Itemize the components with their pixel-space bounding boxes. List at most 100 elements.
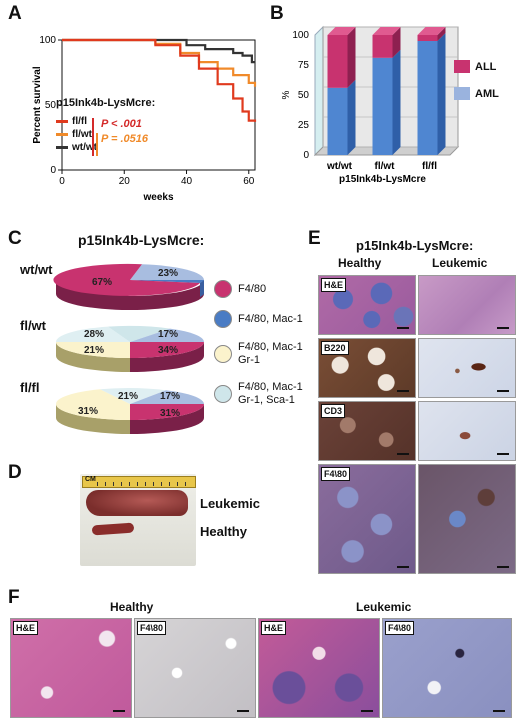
pie-wtwt-side-pink2 xyxy=(130,280,204,310)
pie-label-wtwt: wt/wt xyxy=(20,262,53,277)
pie-legend-label-f480: F4/80 xyxy=(238,283,267,295)
pie-legend-swatch-mac1 xyxy=(214,310,232,328)
y-tick-label: 0 xyxy=(50,165,56,176)
survival-line-flwt xyxy=(62,38,257,87)
pie-legend-label-sca1: F4/80, Mac-1 Gr-1, Sca-1 xyxy=(238,381,303,407)
pie-flwt-slice-28b xyxy=(108,325,170,342)
p-value-1: P < .001 xyxy=(101,118,142,130)
pie-wtwt-text-23: 23% xyxy=(158,268,178,279)
liver-tag-f480-leukemic: F4\80 xyxy=(385,621,415,635)
healthy-label: Healthy xyxy=(200,524,247,539)
scale-bar xyxy=(497,327,509,329)
pie-section-title: p15Ink4b-LysMcre: xyxy=(78,232,205,248)
p-bracket-1 xyxy=(92,118,94,156)
liver-leukemic-f480: F4\80 xyxy=(382,618,512,718)
pie-flfl-slice-21 xyxy=(100,388,166,404)
y-tick-label: 100 xyxy=(39,35,56,46)
leukemia-type-chart: 0 25 50 75 100% wt/wt fl/wt fl/fl p15Ink4b-LysMc… xyxy=(281,25,460,185)
bar-legend: ALL AML xyxy=(454,60,499,100)
panel-letter-a: A xyxy=(8,3,22,24)
liver-healthy-label: Healthy xyxy=(110,600,154,614)
panel-letter-d: D xyxy=(8,462,22,483)
legend-label-wtwt: wt/wt xyxy=(72,142,97,153)
panel-letter-e: E xyxy=(308,228,321,249)
bar-chart-axes: 0 25 50 75 100% wt/wt fl/wt fl/fl p15Ink4b-LysMc… xyxy=(281,30,437,185)
legend-label-flwt: fl/wt xyxy=(72,129,92,140)
pie-legend-label-gr1-line1: F4/80, Mac-1 xyxy=(238,341,303,353)
scale-bar xyxy=(497,390,509,392)
bar-all-2 xyxy=(417,35,438,41)
pie-flfl-text-17: 17% xyxy=(160,391,180,402)
histology-tag-he: H&E xyxy=(321,278,347,292)
pie-flfl-text-31a: 31% xyxy=(78,406,98,417)
bar-aml-side-0 xyxy=(347,79,356,155)
x-tick-label: fl/wt xyxy=(375,161,396,172)
liver-tag-f480-healthy: F4\80 xyxy=(137,621,167,635)
scale-bar xyxy=(397,390,409,392)
pie-wtwt-side-blue xyxy=(200,280,204,297)
histology-col-healthy: Healthy xyxy=(338,256,382,270)
pie-wtwt-text-67: 67% xyxy=(92,277,112,288)
pie-flfl-text-21: 21% xyxy=(118,391,138,402)
bar-aml-side-1 xyxy=(392,49,401,155)
x-tick-label: fl/fl xyxy=(422,161,437,172)
histology-healthy-f480: F4\80 xyxy=(318,464,416,574)
bar-legend-label-aml: AML xyxy=(475,87,499,100)
scale-bar xyxy=(497,566,509,568)
survival-line-wtwt xyxy=(62,38,255,64)
spleen-ruler-ticks xyxy=(97,482,193,486)
healthy-spleen xyxy=(91,522,135,536)
y-tick-label: 50 xyxy=(298,90,310,101)
pie-flfl: 21% 17% 31% 31% xyxy=(55,388,204,434)
bar-aml-2 xyxy=(417,41,438,155)
pie-flfl-side-tan xyxy=(56,404,130,434)
pie-flwt-text-21: 21% xyxy=(84,345,104,356)
pie-flfl-slice-31b xyxy=(130,404,204,420)
legend-item-wtwt: wt/wt xyxy=(56,141,196,154)
y-tick-label: 50 xyxy=(45,100,57,111)
pie-legend-item-f480: F4/80 xyxy=(214,274,314,304)
bar-top-0 xyxy=(327,27,356,35)
x-axis-label: p15Ink4b-LysMcre xyxy=(339,174,426,185)
pie-wtwt-slice-thin xyxy=(130,280,204,283)
pie-label-flwt: fl/wt xyxy=(20,318,46,333)
legend-label-flfl: fl/fl xyxy=(72,116,87,127)
histology-tag-f480: F4\80 xyxy=(321,467,351,481)
y-tick-label: 0 xyxy=(303,150,309,161)
scale-bar xyxy=(397,566,409,568)
scale-bar xyxy=(493,710,505,712)
pie-flfl-slice-31-top xyxy=(55,389,130,404)
pie-legend-item-gr1: F4/80, Mac-1 Gr-1 xyxy=(214,334,314,374)
pie-flwt-text-28: 28% xyxy=(84,329,104,340)
pie-legend-label-sca1-line1: F4/80, Mac-1 xyxy=(238,381,303,393)
histology-healthy-he: H&E xyxy=(318,275,416,335)
survival-legend: fl/fl fl/wt wt/wt xyxy=(56,115,196,154)
pie-flwt-side-tan xyxy=(56,342,130,372)
pie-legend-swatch-sca1 xyxy=(214,385,232,403)
pie-legend-label-gr1: F4/80, Mac-1 Gr-1 xyxy=(238,341,303,367)
bar-legend-swatch-all xyxy=(454,60,470,73)
liver-healthy-he: H&E xyxy=(10,618,132,718)
liver-leukemic-label: Leukemic xyxy=(356,600,412,614)
y-tick-label: 25 xyxy=(298,120,310,131)
histology-tag-cd3: CD3 xyxy=(321,404,346,418)
pie-flfl-slice-17 xyxy=(130,390,204,404)
bar-all-side-0 xyxy=(347,27,356,88)
pie-legend-label-mac1: F4/80, Mac-1 xyxy=(238,313,303,325)
survival-lines xyxy=(62,38,257,122)
panel-letter-f: F xyxy=(8,587,20,608)
pie-flwt-text-17: 17% xyxy=(158,329,178,340)
survival-chart: 0 20 40 60 0 50 100 weeks Percent survival xyxy=(32,35,257,200)
p-value-2: P = .0516 xyxy=(101,133,148,145)
legend-item-flfl: fl/fl xyxy=(56,115,196,128)
pie-flwt-slice-34 xyxy=(130,342,204,358)
panel-letter-b: B xyxy=(270,3,284,24)
leukemic-spleen xyxy=(86,490,188,516)
x-tick-label: 40 xyxy=(181,176,193,187)
bar-aml-side-2 xyxy=(437,33,446,155)
survival-line-flfl xyxy=(62,38,257,122)
p-bracket-2 xyxy=(96,133,98,156)
bar-all-0 xyxy=(327,35,348,88)
pie-flfl-text-31b: 31% xyxy=(160,408,180,419)
scale-bar xyxy=(397,453,409,455)
